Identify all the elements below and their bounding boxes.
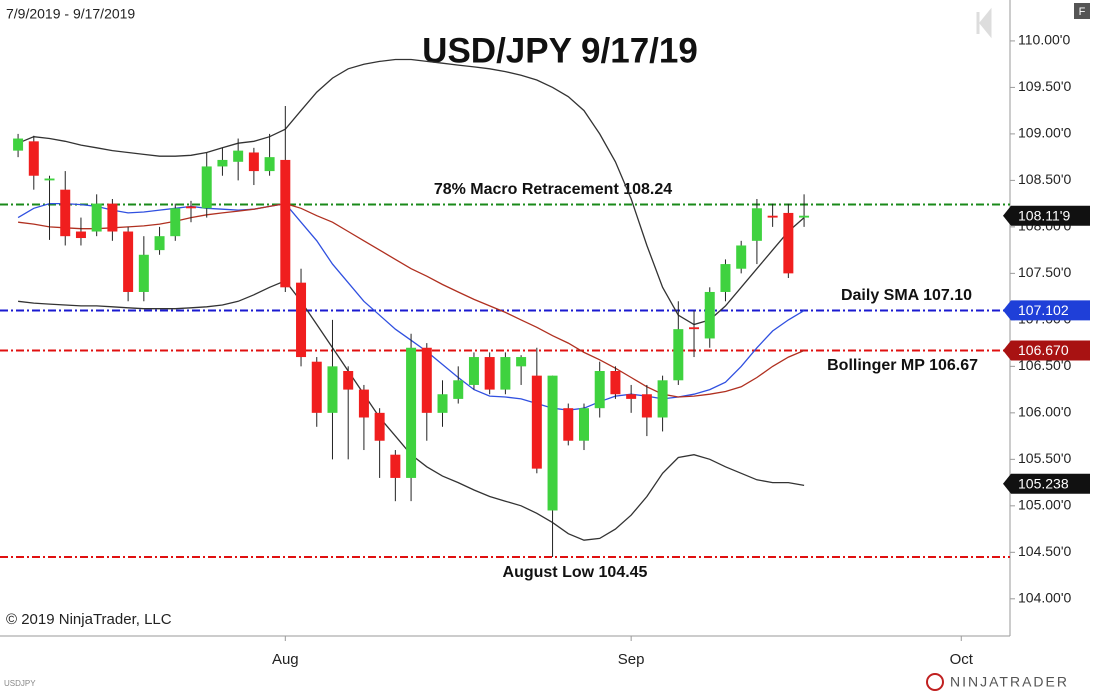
- candle-body: [453, 380, 464, 399]
- candle-body: [123, 231, 134, 292]
- candle-body: [296, 282, 307, 358]
- x-tick-label: Oct: [950, 651, 974, 668]
- candle-body: [704, 291, 715, 339]
- brand: NINJATRADER: [950, 674, 1069, 690]
- candle-body: [689, 327, 700, 330]
- candle-body: [60, 189, 71, 237]
- candle-body: [673, 329, 684, 381]
- y-tick-label: 109.50'0: [1018, 78, 1071, 94]
- brand-logo: [926, 673, 944, 691]
- candle-body: [594, 371, 605, 409]
- candle-body: [154, 236, 165, 251]
- candle-body: [13, 138, 24, 151]
- y-tick-label: 106.50'0: [1018, 357, 1071, 373]
- price-badge-label: 108.11'9: [1018, 208, 1070, 224]
- candle-body: [531, 375, 542, 469]
- level-label: 78% Macro Retracement 108.24: [434, 181, 672, 198]
- scroll-icon[interactable]: [976, 7, 992, 39]
- candle-body: [233, 150, 244, 162]
- candle-body: [358, 389, 369, 418]
- price-badge: [1003, 473, 1090, 494]
- price-badge: [1003, 340, 1090, 361]
- candle-body: [578, 408, 589, 441]
- price-badge-label: 106.670: [1018, 342, 1069, 358]
- candle-body: [248, 152, 259, 172]
- candle-body: [327, 366, 338, 413]
- price-badge-label: 105.238: [1018, 475, 1069, 491]
- candle-body: [547, 375, 558, 511]
- candle-body: [91, 203, 102, 232]
- y-tick-label: 110.00'0: [1018, 32, 1070, 48]
- y-tick-label: 106.00'0: [1018, 404, 1071, 420]
- candle-body: [138, 254, 149, 292]
- candle-body: [217, 159, 228, 167]
- level-label: August Low 104.45: [503, 564, 648, 581]
- candle-body: [201, 166, 212, 209]
- y-tick-label: 107.50'0: [1018, 264, 1071, 280]
- y-tick-label: 105.00'0: [1018, 497, 1071, 513]
- copyright: © 2019 NinjaTrader, LLC: [6, 611, 172, 628]
- x-tick-label: Aug: [272, 651, 299, 668]
- y-tick-label: 109.00'0: [1018, 125, 1071, 141]
- f-button-label[interactable]: F: [1079, 6, 1086, 18]
- candle-body: [107, 203, 118, 232]
- y-tick-label: 105.50'0: [1018, 450, 1071, 466]
- chart-title: USD/JPY 9/17/19: [422, 31, 698, 70]
- candle-body: [264, 157, 275, 172]
- candle-body: [343, 371, 354, 390]
- level-label: Daily SMA 107.10: [841, 287, 972, 304]
- y-tick-label: 108.50'0: [1018, 171, 1071, 187]
- x-tick-label: Sep: [618, 651, 645, 668]
- y-tick-label: 104.50'0: [1018, 543, 1071, 559]
- candle-body: [437, 394, 448, 413]
- y-tick-label: 104.00'0: [1018, 590, 1071, 606]
- candle-body: [28, 141, 39, 176]
- candle-body: [44, 178, 55, 181]
- candle-body: [626, 394, 637, 399]
- candle-body: [657, 380, 668, 418]
- symbol: USDJPY: [4, 679, 36, 688]
- candle-body: [185, 206, 196, 209]
- candle-body: [720, 264, 731, 292]
- price-badge: [1003, 300, 1090, 321]
- candle-body: [610, 371, 621, 395]
- candle-body: [500, 357, 511, 390]
- candle-body: [406, 347, 417, 478]
- candle-body: [563, 408, 574, 441]
- candle-body: [374, 412, 385, 441]
- candle-body: [421, 347, 432, 413]
- candle-body: [516, 357, 527, 367]
- price-badge: [1003, 205, 1090, 226]
- candle-body: [641, 394, 652, 418]
- candle-body: [280, 159, 291, 288]
- overlay-line: [18, 202, 805, 398]
- price-badge-label: 107.102: [1018, 302, 1069, 318]
- f-button[interactable]: [1074, 3, 1090, 19]
- candle-body: [484, 357, 495, 390]
- candle-body: [767, 215, 778, 218]
- level-label: Bollinger MP 106.67: [827, 357, 978, 374]
- candle-body: [311, 361, 322, 413]
- overlay-line: [17, 58, 805, 326]
- candle-body: [799, 215, 810, 218]
- candle-body: [751, 208, 762, 241]
- candle-body: [390, 454, 401, 478]
- candle-body: [468, 357, 479, 385]
- candle-body: [170, 208, 181, 237]
- date-range: 7/9/2019 - 9/17/2019: [6, 6, 135, 22]
- candle-body: [783, 212, 794, 274]
- candle-body: [75, 231, 86, 239]
- candle-body: [736, 245, 747, 269]
